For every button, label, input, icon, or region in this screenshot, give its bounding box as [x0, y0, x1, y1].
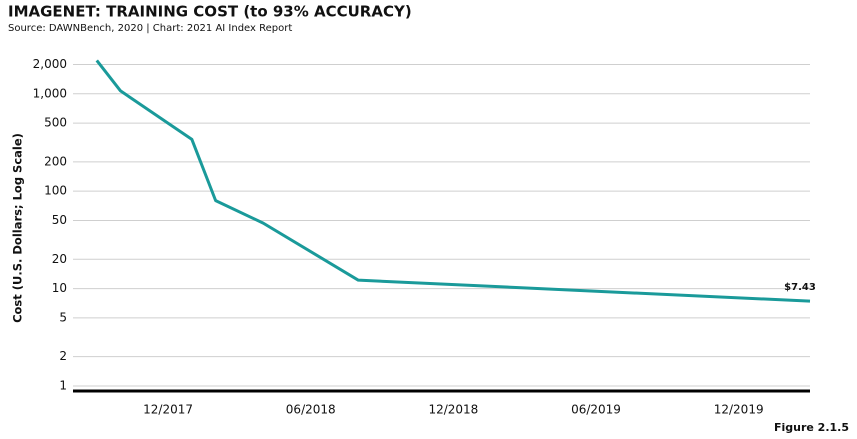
figure-label: Figure 2.1.5 [774, 421, 849, 434]
x-tick-label: 12/2017 [143, 403, 193, 417]
x-tick-label: 12/2019 [714, 403, 764, 417]
x-tick-label: 06/2019 [571, 403, 621, 417]
y-tick-label: 2,000 [33, 57, 67, 71]
y-axis-label: Cost (U.S. Dollars; Log Scale) [11, 133, 25, 323]
y-tick-label: 5 [59, 310, 67, 324]
x-tick-label: 06/2018 [286, 403, 336, 417]
x-tick-label: 12/2018 [428, 403, 478, 417]
y-tick-label: 2 [59, 349, 67, 363]
chart-title: IMAGENET: TRAINING COST (to 93% ACCURACY… [8, 3, 412, 21]
y-tick-label: 20 [52, 252, 67, 266]
y-tick-label: 1 [59, 379, 67, 393]
y-tick-label: 100 [44, 184, 67, 198]
chart-subtitle: Source: DAWNBench, 2020 | Chart: 2021 AI… [8, 23, 292, 34]
data-label: $7.43 [784, 282, 816, 293]
y-tick-label: 500 [44, 116, 67, 130]
y-tick-label: 50 [52, 213, 67, 227]
y-tick-label: 10 [52, 281, 67, 295]
line [95, 59, 811, 303]
y-tick-label: 200 [44, 154, 67, 168]
y-tick-label: 1,000 [33, 86, 67, 100]
